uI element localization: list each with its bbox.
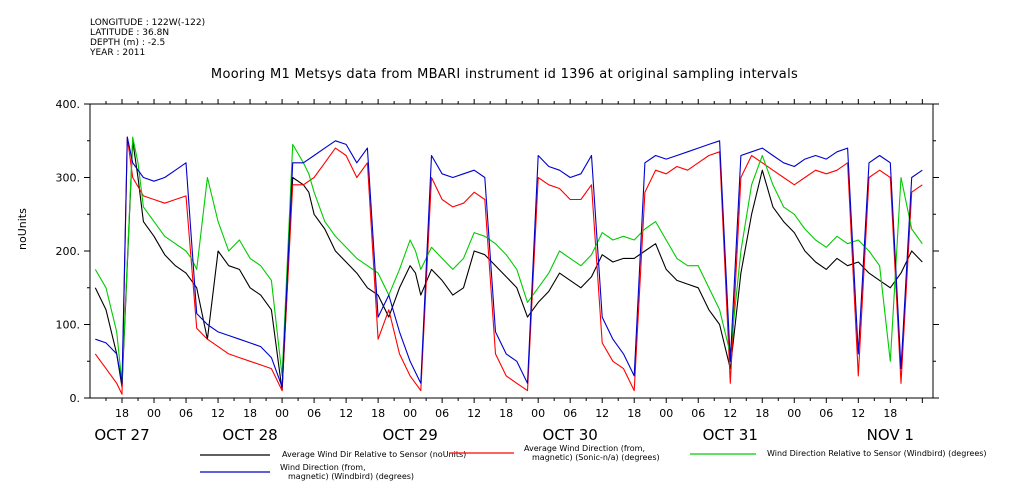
y-tick-label: 100. — [56, 319, 81, 332]
x-tick-label: 00 — [531, 407, 545, 420]
legend-label-1: Average Wind Dir Relative to Sensor (noU… — [282, 450, 466, 459]
x-tick-label: 18 — [499, 407, 513, 420]
x-tick-label: 06 — [819, 407, 833, 420]
metadata-block: LONGITUDE : 122W(-122) LATITUDE : 36.8N … — [90, 18, 205, 58]
x-day-label: OCT 31 — [703, 426, 758, 444]
x-tick-label: 12 — [595, 407, 609, 420]
chart-title: Mooring M1 Metsys data from MBARI instru… — [210, 67, 799, 82]
legend: Average Wind Dir Relative to Sensor (noU… — [200, 444, 987, 481]
x-tick-label: 18 — [371, 407, 385, 420]
legend-label-2: Average Wind Direction (from, magnetic) (… — [524, 444, 660, 462]
x-tick-label: 00 — [403, 407, 417, 420]
x-day-label: OCT 29 — [382, 426, 437, 444]
x-tick-label: 00 — [275, 407, 289, 420]
x-tick-label: 12 — [467, 407, 481, 420]
x-day-label: OCT 27 — [94, 426, 149, 444]
series-line-2 — [94, 136, 923, 395]
x-tick-label: 18 — [883, 407, 897, 420]
x-tick-label: 06 — [563, 407, 577, 420]
depth-text: DEPTH (m) : -2.5 — [90, 38, 166, 48]
x-tick-label: 06 — [307, 407, 321, 420]
plot-frame — [89, 103, 934, 399]
series-line-4 — [95, 136, 923, 388]
x-tick-label: 12 — [723, 407, 737, 420]
latitude-text: LATITUDE : 36.8N — [90, 28, 170, 38]
y-tick-label: 300. — [56, 172, 81, 185]
x-tick-label: 12 — [339, 407, 353, 420]
x-tick-label: 00 — [659, 407, 673, 420]
x-tick-label: 06 — [691, 407, 705, 420]
x-tick-label: 12 — [851, 407, 865, 420]
x-day-label: OCT 28 — [222, 426, 277, 444]
legend-label-4: Wind Direction (from, magnetic) (Windbird… — [280, 463, 414, 481]
x-tick-label: 18 — [627, 407, 641, 420]
series-layer — [94, 136, 923, 395]
series-line-1 — [94, 140, 923, 392]
y-tick-label: 0. — [70, 392, 81, 405]
x-day-label: OCT 30 — [543, 426, 598, 444]
x-tick-label: 18 — [115, 407, 129, 420]
x-day-label: NOV 1 — [867, 426, 914, 444]
series-line-3 — [94, 136, 923, 384]
x-tick-label: 00 — [147, 407, 161, 420]
x-tick-label: 06 — [179, 407, 193, 420]
longitude-text: LONGITUDE : 122W(-122) — [90, 18, 206, 28]
axes-layer: 0. 100. 200. 300. 400. 18 00 06 12 18 00 06 12 18 00 06… — [56, 98, 939, 444]
y-tick-label: 400. — [56, 98, 81, 111]
x-tick-label: 18 — [243, 407, 257, 420]
x-tick-label: 00 — [787, 407, 801, 420]
x-tick-label: 06 — [435, 407, 449, 420]
year-text: YEAR : 2011 — [90, 48, 146, 58]
x-tick-label: 12 — [211, 407, 225, 420]
y-tick-label: 200. — [56, 245, 81, 258]
x-tick-label: 18 — [755, 407, 769, 420]
legend-label-3: Wind Direction Relative to Sensor (Windb… — [767, 449, 987, 458]
